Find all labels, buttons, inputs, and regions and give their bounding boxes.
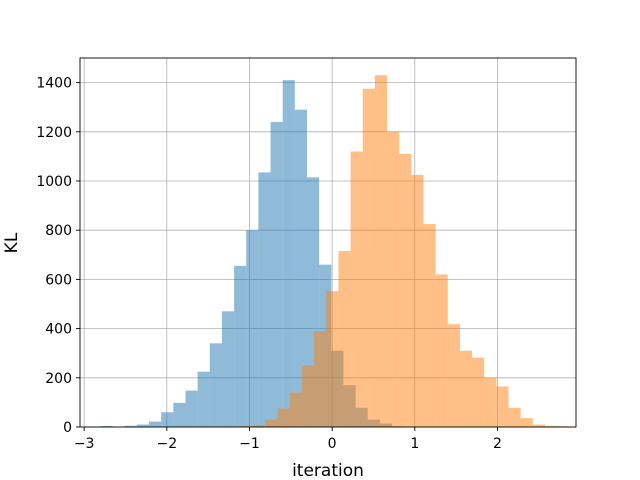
x-tick-label: −3	[74, 436, 95, 452]
x-tick-label: −1	[239, 436, 260, 452]
histogram-bar-series-2	[314, 331, 327, 427]
y-tick-label: 0	[63, 420, 72, 436]
histogram-bar-series-1	[209, 343, 222, 427]
y-axis-label: KL	[2, 232, 22, 253]
histogram-bar-series-2	[277, 408, 290, 427]
x-axis-label: iteration	[292, 461, 364, 480]
histogram-bar-series-2	[338, 251, 351, 427]
histogram-bar-series-1	[173, 402, 186, 427]
histogram-bar-series-2	[253, 425, 266, 427]
histogram-bar-series-2	[520, 418, 533, 427]
histogram-bar-series-2	[289, 392, 302, 427]
histogram-bar-series-1	[234, 265, 247, 427]
histogram-bar-series-2	[472, 357, 485, 427]
y-tick-label: 400	[45, 322, 72, 338]
y-tick-label: 200	[45, 371, 72, 387]
histogram-bar-series-1	[197, 371, 210, 427]
histogram-bar-series-1	[124, 425, 137, 427]
histogram-bar-series-2	[496, 386, 509, 427]
x-tick-label: 0	[328, 436, 337, 452]
histogram-bar-series-2	[241, 426, 254, 427]
x-tick-label: 2	[493, 436, 502, 452]
histogram-bars	[88, 75, 570, 428]
plot-frame	[79, 57, 577, 428]
histogram-bar-series-2	[374, 75, 388, 427]
y-tick-label: 1400	[36, 76, 72, 92]
histogram-bar-series-2	[532, 424, 545, 427]
histogram-bar-series-2	[447, 324, 460, 427]
histogram-bar-series-2	[545, 426, 558, 427]
histogram-bar-series-2	[484, 377, 497, 427]
histogram-bar-series-1	[136, 424, 150, 427]
histogram-bar-series-1	[282, 80, 295, 427]
histogram-bar-series-1	[185, 390, 198, 427]
y-tick-label: 600	[45, 272, 72, 288]
histogram-bar-series-2	[387, 131, 400, 428]
histogram-bar-series-1	[100, 426, 113, 427]
histogram-bar-series-2	[399, 153, 412, 427]
histogram-bar-series-2	[350, 151, 363, 428]
histogram-bar-series-1	[149, 421, 162, 427]
histogram-bar-series-1	[270, 121, 283, 428]
histogram-bar-series-2	[508, 407, 521, 427]
histogram-bar-series-2	[423, 224, 436, 427]
histogram-bar-series-1	[246, 230, 259, 427]
x-tick-label: 1	[410, 436, 419, 452]
histogram-bar-series-2	[326, 291, 339, 427]
histogram-bar-series-1	[221, 311, 235, 427]
histogram-bar-series-1	[258, 172, 271, 427]
y-tick-label: 1200	[36, 125, 72, 141]
histogram-bar-series-2	[435, 274, 448, 427]
x-tick-label: −2	[156, 436, 177, 452]
histogram-bar-series-2	[411, 174, 424, 427]
axis-ticks: −3 −2 −1 0 1 2 0 200 400 600 800 1000 1200 1400	[36, 76, 502, 452]
histogram-bar-series-2	[301, 365, 315, 427]
histogram-bar-series-1	[161, 412, 174, 427]
histogram-bar-series-1	[294, 109, 308, 427]
histogram-bar-series-2	[459, 350, 473, 427]
y-tick-label: 1000	[36, 174, 72, 190]
histogram-bar-series-2	[362, 88, 375, 427]
y-tick-label: 800	[45, 223, 72, 239]
histogram-bar-series-2	[265, 419, 278, 427]
